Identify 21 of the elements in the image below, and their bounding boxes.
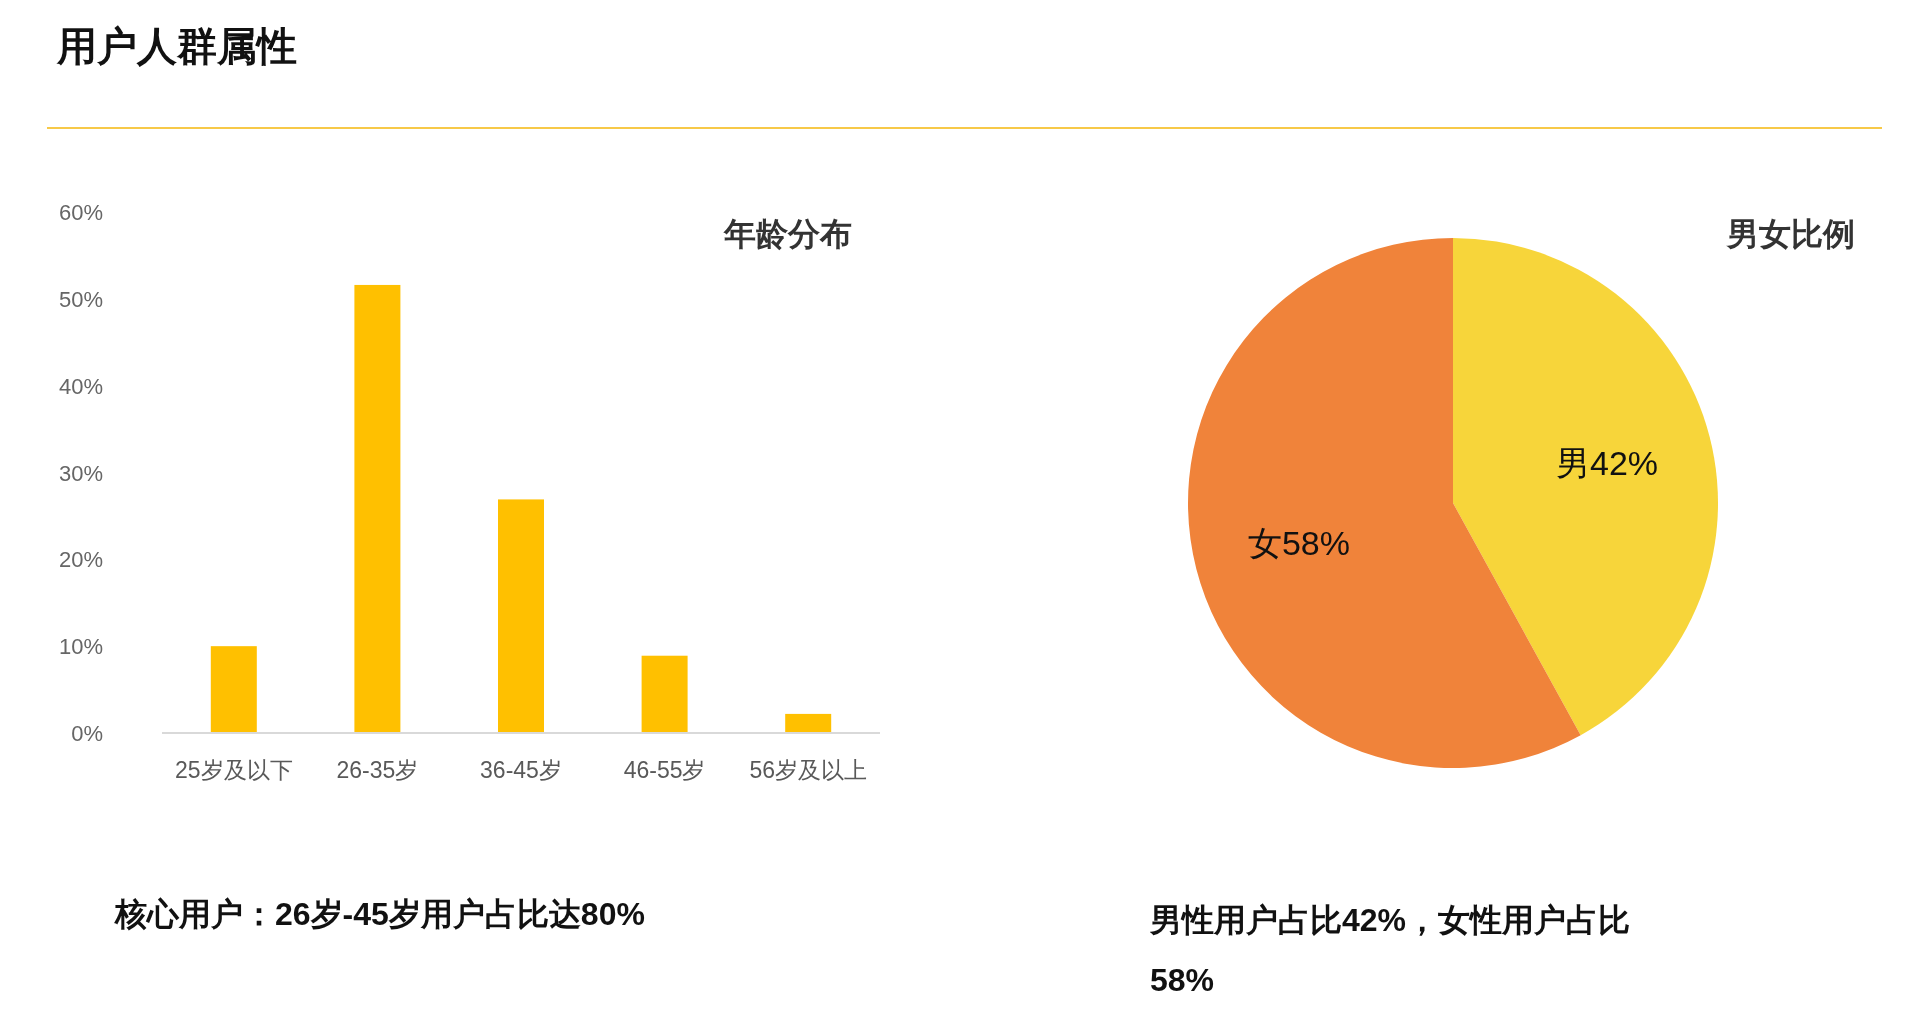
data-label: 58% — [1281, 523, 1351, 562]
y-tick-label: 30% — [58, 460, 103, 486]
y-tick-label: 20% — [58, 547, 103, 573]
text: 核心用户：26岁-45岁用户占比达80% — [114, 896, 645, 932]
slice-label: 男 — [1555, 444, 1590, 483]
x-tick-label: 26-35岁 — [336, 757, 419, 783]
x-tick-label: 46-55岁 — [623, 757, 706, 783]
text: 男女比例 — [1726, 216, 1855, 252]
y-tick-label: 60% — [58, 200, 103, 225]
x-tick-label: 25岁及以下 — [175, 757, 293, 783]
chart-title: 年龄分布 — [723, 216, 852, 252]
text: 男性用户占比42%，女性用户占比58% — [1150, 901, 1632, 1000]
x-tick-label: 36-45岁 — [480, 757, 562, 783]
y-tick-label: 10% — [58, 634, 103, 660]
data-label: 42% — [1589, 444, 1659, 483]
y-tick-label: 40% — [58, 373, 103, 399]
x-tick-label: 56岁及以上 — [749, 757, 867, 783]
y-tick-label: 50% — [58, 286, 103, 312]
text: 用户人群属性 — [56, 24, 297, 68]
y-tick-label: 0% — [71, 721, 103, 746]
slice-label: 女 — [1247, 523, 1282, 562]
